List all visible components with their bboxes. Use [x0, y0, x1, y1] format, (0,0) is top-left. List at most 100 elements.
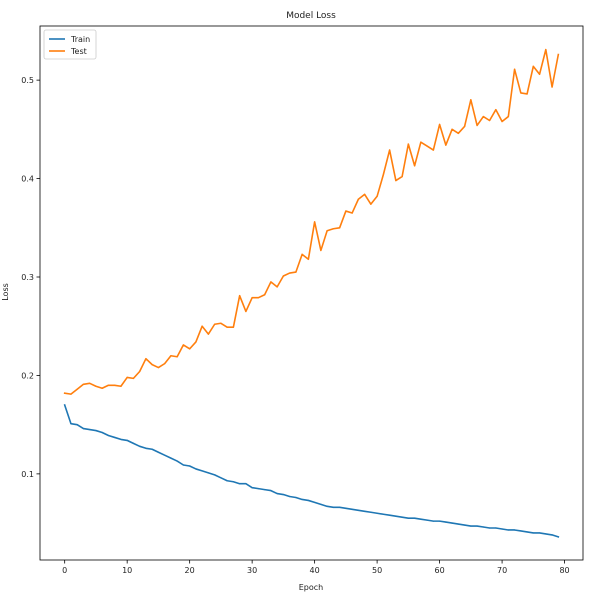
data-point	[101, 387, 103, 389]
data-point	[451, 128, 453, 130]
y-tick-label: 0.1	[21, 470, 34, 479]
data-point	[339, 506, 341, 508]
data-point	[332, 228, 334, 230]
data-point	[220, 322, 222, 324]
data-point	[370, 203, 372, 205]
data-point	[107, 384, 110, 386]
data-point	[207, 333, 209, 335]
data-point	[395, 515, 397, 517]
data-point	[364, 510, 366, 512]
data-point	[176, 356, 178, 358]
data-point	[245, 483, 247, 485]
data-point	[520, 92, 522, 94]
data-point	[420, 518, 422, 520]
legend: Train Test	[43, 29, 97, 60]
data-point	[64, 392, 66, 394]
data-point	[170, 457, 172, 459]
data-point	[226, 480, 228, 482]
data-point	[551, 86, 553, 88]
data-point	[195, 341, 197, 343]
data-point	[151, 364, 153, 366]
data-point	[557, 536, 559, 538]
data-point	[195, 468, 197, 470]
axes: 0 10 20 30 40 50 60 70 80 0.1 0.2 0.3 0.4 0.5	[21, 25, 584, 575]
data-point	[239, 295, 241, 297]
data-point	[507, 529, 509, 531]
data-point	[245, 310, 247, 313]
data-point	[214, 323, 216, 325]
data-point	[495, 527, 497, 529]
data-point	[401, 516, 403, 518]
data-point	[95, 429, 97, 432]
data-point	[114, 384, 116, 386]
data-point	[101, 431, 103, 434]
data-point	[526, 93, 528, 95]
legend-label-train: Train	[70, 35, 90, 44]
data-point	[495, 109, 497, 111]
data-point	[320, 249, 322, 252]
data-point	[176, 460, 178, 462]
data-point	[532, 532, 534, 534]
data-point	[482, 526, 484, 528]
plot-area	[63, 48, 560, 538]
data-point	[251, 487, 253, 489]
data-point	[432, 149, 434, 151]
data-point	[282, 275, 284, 277]
data-point	[407, 517, 409, 519]
data-point	[132, 377, 135, 379]
data-point	[376, 512, 378, 514]
legend-label-test: Test	[70, 47, 87, 56]
data-point	[70, 393, 72, 395]
data-point	[488, 119, 491, 122]
y-tick-label: 0.2	[21, 371, 34, 380]
data-point	[470, 99, 472, 101]
data-point	[132, 442, 135, 444]
data-point	[520, 530, 522, 532]
y-tick-label: 0.5	[21, 76, 34, 85]
data-point	[76, 424, 78, 426]
data-point	[251, 297, 253, 299]
data-point	[282, 493, 284, 496]
data-point	[326, 230, 328, 232]
data-point	[557, 53, 559, 56]
data-point	[389, 149, 391, 151]
data-point	[532, 65, 534, 67]
data-point	[157, 451, 160, 453]
data-point	[476, 525, 478, 527]
y-axis-label: Loss	[1, 283, 10, 301]
data-point	[314, 221, 316, 223]
x-axis-label: Epoch	[299, 583, 324, 592]
data-point	[451, 522, 453, 524]
data-point	[382, 513, 384, 515]
data-point	[257, 488, 259, 490]
data-point	[145, 447, 147, 449]
data-point	[439, 123, 441, 126]
data-point	[257, 297, 259, 299]
data-point	[414, 165, 416, 167]
x-tick-label: 0	[62, 566, 67, 575]
data-point	[414, 517, 416, 519]
data-point	[314, 501, 316, 504]
data-point	[389, 514, 391, 516]
x-tick-label: 20	[185, 566, 195, 575]
data-point	[476, 124, 478, 127]
data-point	[364, 193, 366, 195]
data-point	[376, 195, 378, 197]
data-point	[357, 198, 359, 200]
data-point	[232, 326, 234, 328]
data-point	[370, 511, 372, 513]
data-point	[295, 271, 297, 273]
data-point	[189, 465, 191, 467]
data-point	[264, 489, 266, 491]
y-tick-label: 0.4	[21, 175, 34, 184]
data-point	[226, 326, 228, 328]
data-point	[320, 503, 322, 505]
data-point	[507, 115, 509, 118]
data-point	[463, 524, 466, 526]
data-point	[145, 358, 147, 360]
data-point	[439, 520, 441, 522]
data-point	[95, 385, 97, 387]
data-point	[126, 376, 128, 379]
